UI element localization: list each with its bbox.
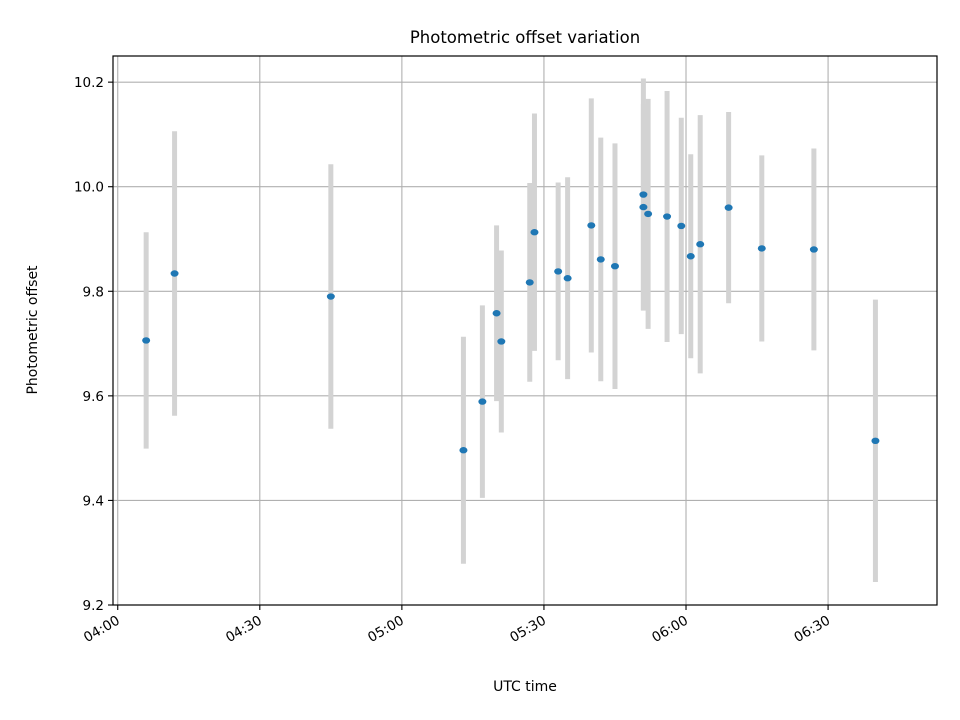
y-axis-label: Photometric offset [25,265,41,395]
y-tick-label: 10.0 [74,180,104,196]
y-tick-label: 9.6 [83,389,104,405]
data-point [459,447,468,454]
data-point [497,338,506,345]
data-point [530,229,539,236]
data-point [809,246,818,253]
data-point [554,268,563,275]
data-point [596,256,605,263]
data-point [525,279,534,286]
data-point [326,293,335,300]
data-points [142,191,880,454]
data-point [492,310,501,317]
data-point [757,245,766,252]
data-point [644,210,653,218]
chart-title: Photometric offset variation [410,28,640,47]
data-point [563,275,572,282]
plot-frame [112,55,938,606]
data-point [610,262,619,270]
data-point [639,191,648,198]
data-point [871,437,880,445]
data-point [587,222,596,229]
y-tick-label: 9.8 [83,284,104,300]
data-point [677,222,686,230]
y-tick-label: 9.4 [83,493,104,509]
data-point [663,213,672,220]
data-point [639,203,648,211]
x-axis-label: UTC time [493,679,557,695]
grid [113,56,937,606]
data-point [142,337,151,344]
y-tick-label: 9.2 [83,598,104,614]
y-tick-label: 10.2 [74,75,104,91]
data-point [686,253,695,260]
data-point [696,241,705,248]
data-point [170,270,179,277]
data-point [724,204,733,211]
data-point [478,398,487,405]
